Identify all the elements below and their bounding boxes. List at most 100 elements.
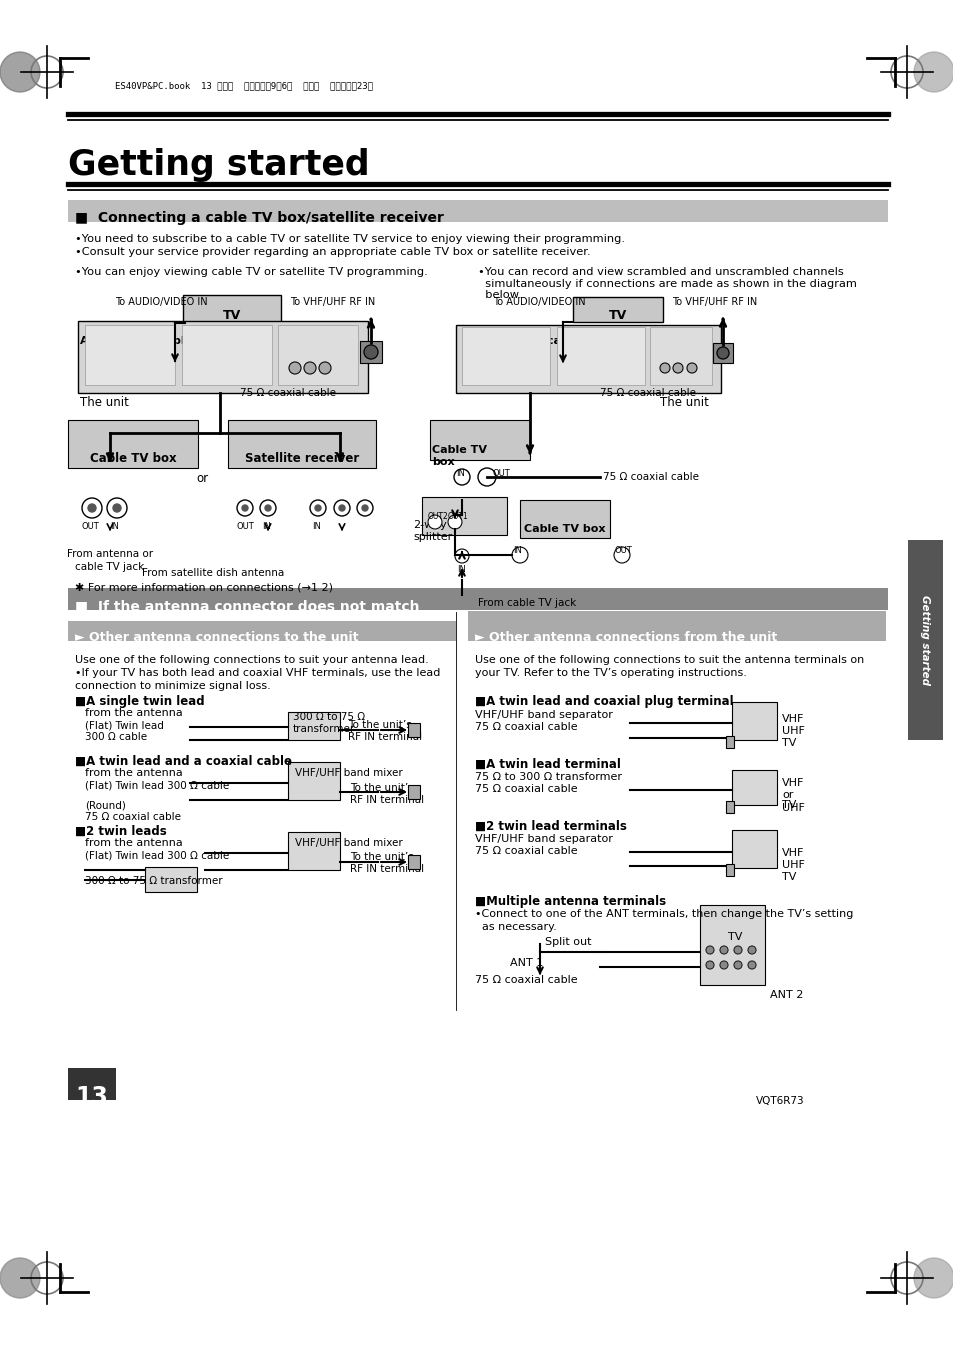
Text: Audio/Video cable: Audio/Video cable [468, 336, 579, 346]
Circle shape [364, 345, 377, 359]
Bar [228, 420, 375, 467]
Text: ■Multiple antenna terminals: ■Multiple antenna terminals [475, 894, 665, 908]
Text: *: * [345, 332, 351, 343]
Text: ES40VP&PC.book  13 ページ  ２００５年9月6日  火曜日  午前１０時23分: ES40VP&PC.book 13 ページ ２００５年9月6日 火曜日 午前１０… [115, 81, 373, 91]
Text: 75 Ω coaxial cable: 75 Ω coaxial cable [602, 471, 699, 482]
Circle shape [717, 347, 728, 359]
Text: IN: IN [312, 521, 320, 531]
Text: •You can enjoy viewing cable TV or satellite TV programming.: •You can enjoy viewing cable TV or satel… [75, 267, 427, 277]
Text: ■2 twin leads: ■2 twin leads [75, 825, 167, 838]
Circle shape [705, 946, 713, 954]
Text: Getting started: Getting started [68, 149, 369, 182]
Text: *: * [578, 332, 583, 343]
Text: Cable TV box: Cable TV box [90, 453, 176, 465]
Text: Use one of the following connections to suit your antenna lead.
•If your TV has : Use one of the following connections to … [75, 655, 440, 692]
Circle shape [913, 51, 953, 92]
Text: From antenna or
cable TV jack: From antenna or cable TV jack [67, 549, 152, 573]
Circle shape [242, 505, 248, 511]
Bar [68, 588, 887, 611]
Circle shape [304, 362, 315, 374]
Text: VHF/UHF band separator: VHF/UHF band separator [475, 711, 612, 720]
Circle shape [289, 362, 301, 374]
Text: IN: IN [262, 521, 271, 531]
Text: Use one of the following connections to suit the antenna terminals on
your TV. R: Use one of the following connections to … [475, 655, 863, 678]
Bar [288, 832, 339, 870]
Circle shape [88, 504, 96, 512]
Bar [731, 703, 776, 740]
Bar [725, 801, 733, 813]
Bar [731, 770, 776, 805]
Bar [408, 723, 419, 738]
Circle shape [477, 467, 496, 486]
Bar [85, 326, 174, 385]
Text: IN: IN [110, 521, 119, 531]
Bar [430, 420, 530, 459]
Text: from the antenna: from the antenna [85, 767, 183, 778]
Bar [288, 762, 339, 800]
Circle shape [107, 499, 127, 517]
Bar [68, 1069, 116, 1100]
Text: IN: IN [513, 546, 521, 555]
Bar [68, 621, 456, 640]
Text: 300 Ω to 75 Ω transformer: 300 Ω to 75 Ω transformer [85, 875, 222, 886]
Text: From cable TV jack: From cable TV jack [477, 598, 576, 608]
Text: ANT 2: ANT 2 [769, 990, 802, 1000]
Circle shape [356, 500, 373, 516]
Text: TV: TV [781, 800, 796, 811]
Bar [519, 500, 609, 538]
Circle shape [82, 499, 102, 517]
Text: To AUDIO/VIDEO IN: To AUDIO/VIDEO IN [493, 297, 585, 307]
Text: ■2 twin lead terminals: ■2 twin lead terminals [475, 820, 626, 834]
Text: 75 Ω coaxial cable: 75 Ω coaxial cable [475, 784, 577, 794]
Circle shape [0, 1258, 40, 1298]
Text: (Round)
75 Ω coaxial cable: (Round) 75 Ω coaxial cable [85, 800, 181, 823]
Text: 75 Ω coaxial cable: 75 Ω coaxial cable [475, 975, 577, 985]
Text: 75 Ω coaxial cable: 75 Ω coaxial cable [240, 388, 335, 399]
Circle shape [338, 505, 345, 511]
Bar [288, 712, 339, 740]
Circle shape [686, 363, 697, 373]
Circle shape [314, 505, 320, 511]
Circle shape [318, 362, 331, 374]
Circle shape [236, 500, 253, 516]
Text: The unit: The unit [659, 396, 708, 409]
Text: ■A twin lead and coaxial plug terminal: ■A twin lead and coaxial plug terminal [475, 694, 733, 708]
Text: 75 Ω coaxial cable: 75 Ω coaxial cable [475, 721, 577, 732]
Circle shape [361, 505, 368, 511]
Text: 75 Ω coaxial cable: 75 Ω coaxial cable [475, 846, 577, 857]
Text: •You can record and view scrambled and unscrambled channels
  simultaneously if : •You can record and view scrambled and u… [477, 267, 856, 300]
Text: 75 Ω to 300 Ω transformer: 75 Ω to 300 Ω transformer [475, 771, 621, 782]
Bar [573, 297, 662, 322]
Text: Split out: Split out [544, 938, 591, 947]
Text: •Consult your service provider regarding an appropriate cable TV box or satellit: •Consult your service provider regarding… [75, 247, 590, 257]
Text: UHF: UHF [781, 725, 804, 736]
Circle shape [455, 549, 469, 563]
Text: ANT 1: ANT 1 [510, 958, 542, 969]
Bar [78, 322, 368, 393]
Text: ► Other antenna connections from the unit
   to the TV: ► Other antenna connections from the uni… [475, 631, 777, 661]
Text: •You need to subscribe to a cable TV or satellite TV service to enjoy viewing th: •You need to subscribe to a cable TV or … [75, 234, 624, 245]
Circle shape [747, 946, 755, 954]
Bar [907, 540, 942, 740]
Text: 13: 13 [75, 1085, 109, 1109]
Text: Satellite receiver: Satellite receiver [245, 453, 358, 465]
Text: ■  If the antenna connector does not match: ■ If the antenna connector does not matc… [75, 598, 419, 613]
Circle shape [705, 961, 713, 969]
Text: From satellite dish antenna: From satellite dish antenna [142, 567, 284, 578]
Text: IN: IN [456, 469, 464, 478]
Bar [700, 905, 764, 985]
Circle shape [428, 515, 441, 530]
Bar [145, 867, 196, 892]
Text: VHF/UHF band mixer: VHF/UHF band mixer [294, 838, 402, 848]
Circle shape [265, 505, 271, 511]
Circle shape [334, 500, 350, 516]
Text: ■  Connecting a cable TV box/satellite receiver: ■ Connecting a cable TV box/satellite re… [75, 211, 443, 226]
Circle shape [614, 547, 629, 563]
Circle shape [672, 363, 682, 373]
Text: OUT2: OUT2 [428, 512, 448, 521]
Text: Getting started: Getting started [919, 594, 929, 685]
Text: VQT6R73: VQT6R73 [755, 1096, 803, 1106]
Bar [712, 343, 732, 363]
Text: OUT: OUT [82, 521, 100, 531]
Bar [408, 785, 419, 798]
